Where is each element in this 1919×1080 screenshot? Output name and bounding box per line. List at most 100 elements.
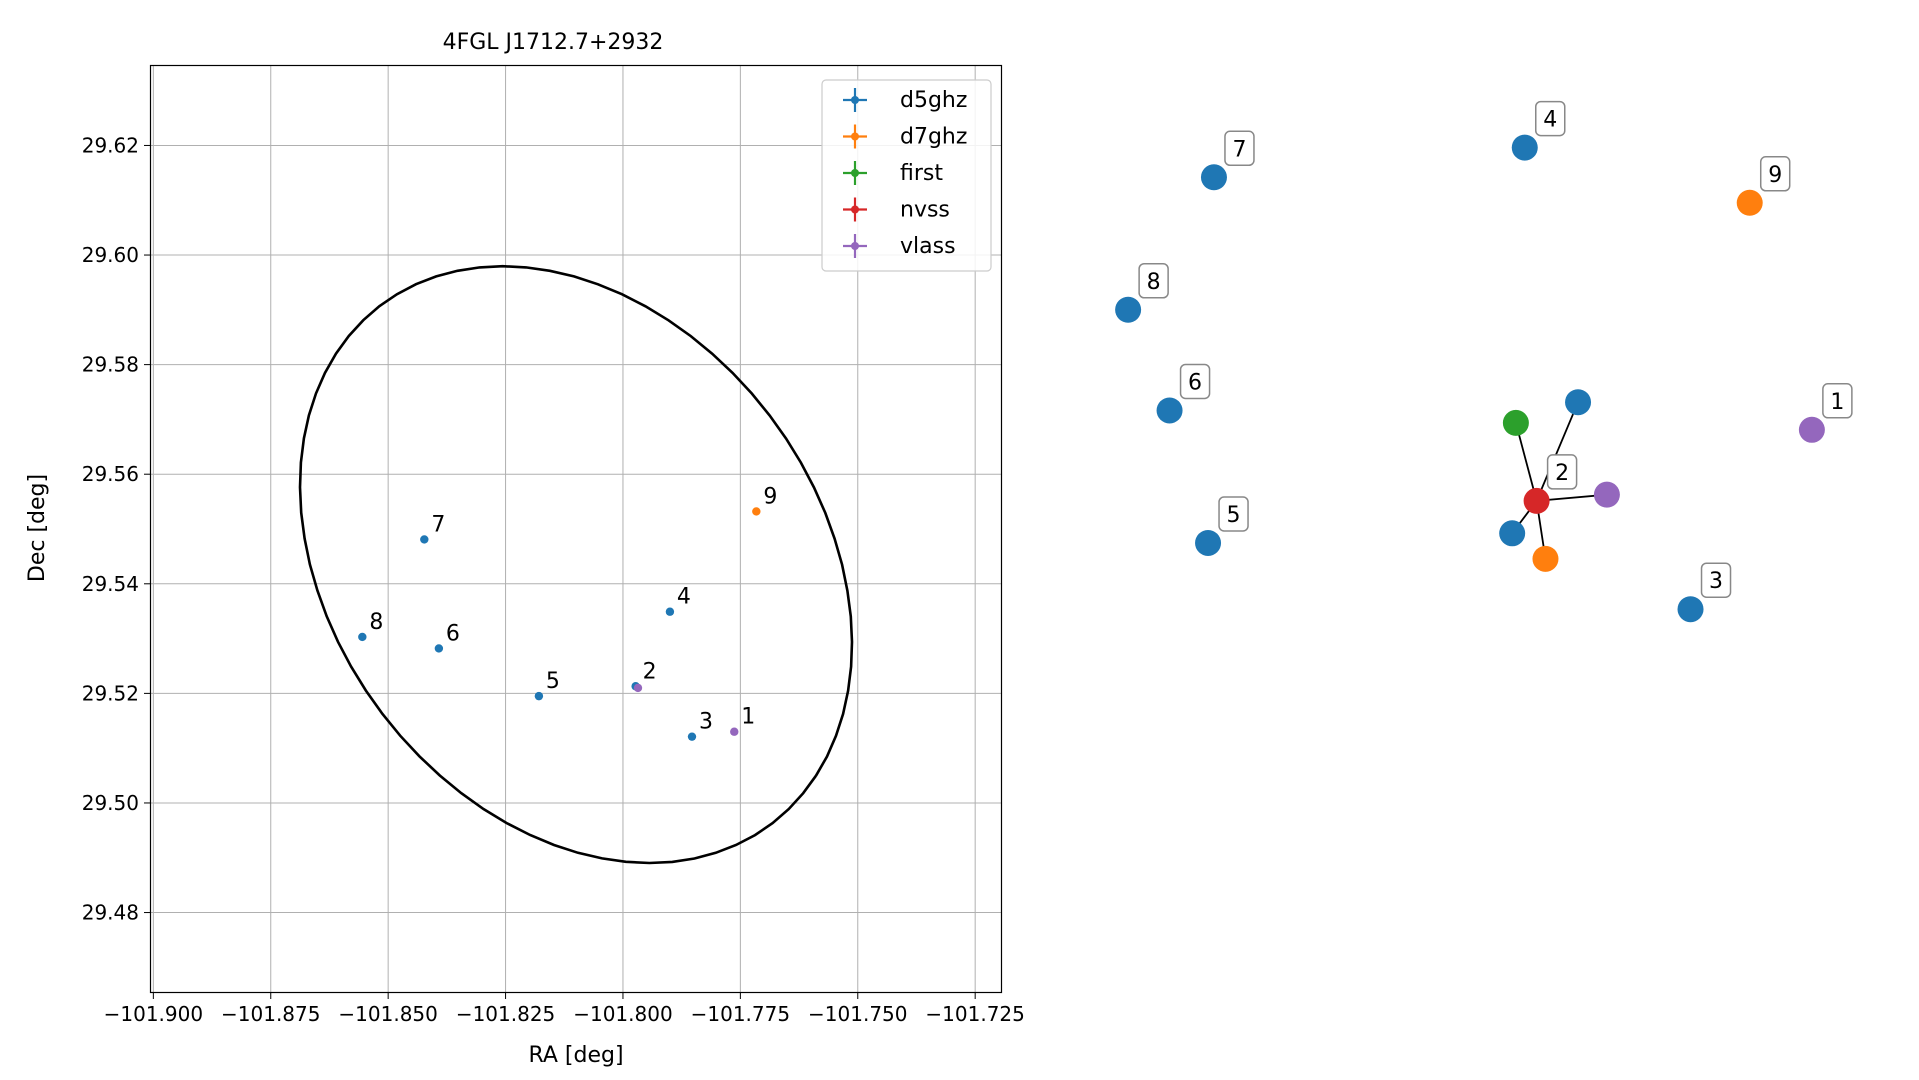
graph-edge: [1535, 401, 1579, 502]
data-point: [534, 691, 544, 701]
plot-title: 4FGL J1712.7+2932: [443, 30, 664, 55]
graph-node-label: 3: [1700, 562, 1732, 598]
graph-edge: [1515, 422, 1538, 502]
y-tick-label: 29.58: [82, 353, 139, 377]
point-label: 2: [643, 659, 657, 684]
x-tick-label: −101.800: [573, 1002, 672, 1026]
graph-node-label: 4: [1535, 100, 1566, 137]
graph-node: [1200, 164, 1227, 191]
node-label-text: 5: [1227, 503, 1241, 528]
y-tick-label: 29.54: [82, 572, 139, 596]
legend-entry: first: [843, 161, 943, 186]
x-tick-label: −101.725: [925, 1002, 1024, 1026]
node-label-text: 3: [1709, 569, 1723, 594]
node-label-text: 1: [1830, 390, 1844, 415]
graph-node: [1523, 487, 1550, 514]
point-label: 1: [741, 705, 755, 730]
x-tick-label: −101.775: [691, 1002, 790, 1026]
legend-label: vlass: [900, 234, 956, 259]
error-ellipse-layer: [298, 264, 854, 865]
graph-node-label: 2: [1546, 454, 1578, 490]
x-tick-label: −101.825: [456, 1002, 555, 1026]
data-point: [687, 732, 697, 741]
point-label: 8: [369, 610, 383, 635]
legend-marker-dot: [851, 169, 859, 177]
y-ticks: 29.48 29.50 29.52 29.54 29.56 29.58 29.60 29.62: [82, 133, 151, 925]
node-label-box: [1535, 100, 1566, 137]
data-point: [752, 507, 761, 516]
node-label-box: [1759, 156, 1791, 192]
node-label-box: [1179, 363, 1211, 400]
legend-box: [821, 79, 992, 272]
node-label-box: [1138, 263, 1169, 299]
graph-node: [1511, 134, 1538, 161]
point-label: 5: [546, 669, 560, 694]
graph-node-label: 5: [1218, 496, 1249, 532]
data-point: [434, 644, 444, 653]
legend-marker-dot: [851, 132, 859, 141]
node-label-text: 2: [1555, 461, 1569, 486]
crossmatch-graph-panel: 1 2 3 4 5 6 7 8 9: [1115, 100, 1853, 623]
y-tick-label: 29.62: [82, 133, 139, 157]
graph-node-label: 1: [1822, 383, 1853, 419]
data-point: [730, 727, 739, 736]
point-label: 4: [677, 585, 691, 610]
graph-node-label: 7: [1224, 130, 1255, 167]
point-label: 6: [446, 621, 460, 646]
graph-node: [1195, 529, 1222, 556]
graph-node-label: 6: [1179, 363, 1211, 400]
x-tick-label: −101.875: [221, 1002, 320, 1026]
graph-node: [1156, 397, 1183, 424]
node-label-text: 7: [1232, 137, 1246, 162]
grid: [151, 66, 1001, 992]
node-label-text: 8: [1147, 270, 1161, 295]
data-points: [358, 507, 761, 741]
y-tick-label: 29.60: [82, 243, 139, 267]
x-tick-label: −101.900: [104, 1002, 203, 1026]
data-point: [665, 607, 675, 616]
error-ellipse: [298, 264, 854, 865]
legend: d5ghz d7ghz first nvss vlass: [821, 79, 992, 272]
node-label-box: [1224, 130, 1255, 167]
x-tick-label: −101.850: [338, 1002, 437, 1026]
node-label-text: 4: [1543, 108, 1557, 133]
legend-entry: d7ghz: [843, 124, 967, 150]
graph-node: [1115, 296, 1142, 323]
y-tick-label: 29.48: [82, 901, 139, 925]
legend-label: first: [900, 161, 943, 186]
graph-node: [1798, 416, 1825, 443]
node-label-box: [1822, 383, 1853, 419]
point-label: 7: [431, 512, 445, 537]
node-label-box: [1218, 496, 1249, 532]
legend-entry: vlass: [843, 234, 956, 259]
x-ticks: −101.900 −101.875 −101.850 −101.825 −101.800…: [104, 992, 1025, 1026]
axes-frame: [149, 64, 1003, 994]
legend-label: d7ghz: [900, 125, 967, 150]
node-label-box: [1700, 562, 1732, 598]
graph-node: [1565, 389, 1592, 416]
data-point: [420, 535, 429, 544]
y-tick-label: 29.52: [82, 681, 139, 705]
x-tick-label: −101.750: [808, 1002, 907, 1026]
point-label: 3: [699, 710, 713, 735]
data-point: [358, 632, 367, 642]
y-tick-label: 29.56: [82, 462, 139, 486]
graph-nodes: [1115, 134, 1825, 623]
graph-node: [1677, 596, 1704, 623]
graph-node: [1532, 545, 1559, 572]
graph-node-label: 8: [1138, 263, 1169, 299]
y-tick-label: 29.50: [82, 791, 139, 815]
legend-marker-dot: [851, 96, 859, 104]
point-label: 9: [763, 484, 777, 509]
y-axis-label: Dec [deg]: [25, 474, 50, 582]
node-label-text: 9: [1768, 163, 1782, 188]
node-label-text: 6: [1188, 370, 1202, 395]
graph-node: [1593, 481, 1620, 508]
data-point: [633, 683, 643, 693]
graph-node: [1499, 520, 1526, 547]
graph-node: [1502, 409, 1529, 436]
legend-entry: nvss: [843, 197, 950, 223]
graph-node: [1736, 189, 1763, 216]
